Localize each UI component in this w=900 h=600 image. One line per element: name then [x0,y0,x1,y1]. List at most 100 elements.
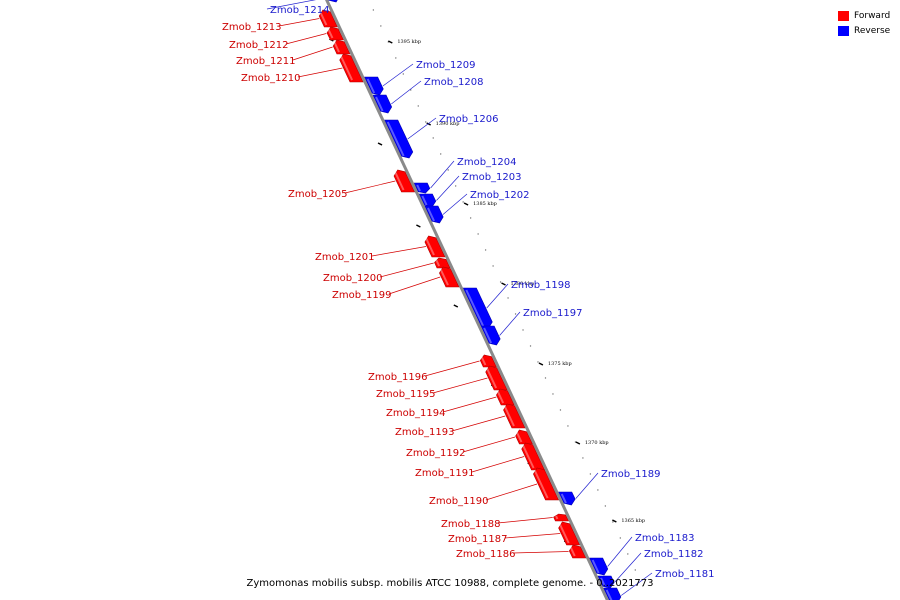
gene-arrow-zmob-1212[interactable] [326,26,344,41]
gene-label-zmob-1200[interactable]: Zmob_1200 [323,273,383,284]
gene-label-zmob-1183[interactable]: Zmob_1183 [635,533,695,544]
gene-highlight [327,28,334,39]
gene-label-zmob-1212[interactable]: Zmob_1212 [229,40,289,51]
gene-highlight [560,493,567,504]
gene-label-zmob-1196[interactable]: Zmob_1196 [368,372,428,383]
gene-arrow-zmob-1204[interactable] [413,182,431,194]
gene-leader-line [407,117,437,140]
gene-leader-line [486,283,509,309]
gene-label-zmob-1181[interactable]: Zmob_1181 [655,569,715,580]
gene-label-zmob-1192[interactable]: Zmob_1192 [406,448,466,459]
gene-arrow-zmob-1188[interactable] [553,513,569,522]
gene-highlight [515,431,523,443]
gene-arrow-zmob-1191[interactable] [521,442,545,471]
gene-arrow-zmob-1201[interactable] [424,235,446,258]
gene-arrow-zmob-1213[interactable] [318,9,338,28]
gene-leader-line [266,0,317,10]
gene-arrow-zmob-1203[interactable] [418,193,437,208]
gene-label-zmob-1188[interactable]: Zmob_1188 [441,519,501,530]
gene-highlight [421,195,428,206]
gene-arrow-zmob-1195[interactable] [485,365,508,391]
gene-arrow-zmob-1194[interactable] [496,388,515,406]
gene-arrow-zmob-1210[interactable] [339,53,364,83]
gene-label-zmob-1182[interactable]: Zmob_1182 [644,549,704,560]
forward-swatch [838,10,849,21]
gene-arrow-zmob-1202[interactable] [424,205,444,224]
gene-arrow-zmob-1206[interactable] [384,119,414,159]
gene-arrow-zmob-1187[interactable] [558,521,581,546]
gene-leader-line [607,536,633,567]
gene-arrow-zmob-1197[interactable] [480,325,501,346]
gene-label-zmob-1210[interactable]: Zmob_1210 [241,73,301,84]
gene-arrow-zmob-1211[interactable] [332,39,351,55]
gene-arrow-zmob-1189[interactable] [558,491,576,506]
gene-highlight [394,171,405,191]
gene-label-zmob-1211[interactable]: Zmob_1211 [236,56,296,67]
ruler-minor-tick [440,153,442,155]
gene-label-zmob-1206[interactable]: Zmob_1206 [439,114,499,125]
gene-leader-line [499,311,521,336]
gene-arrow-zmob-1209[interactable] [364,76,384,96]
gene-label-zmob-1208[interactable]: Zmob_1208 [424,77,484,88]
gene-arrow-zmob-1208[interactable] [372,94,393,114]
gene-arrow-zmob-1214[interactable] [323,0,340,3]
ruler-minor-tick [469,217,472,219]
ruler-minor-tick [507,297,509,299]
legend: Forward Reverse [838,8,898,38]
gene-arrow-zmob-1192[interactable] [515,429,533,445]
gene-label-zmob-1203[interactable]: Zmob_1203 [462,172,522,183]
gene-label-zmob-1199[interactable]: Zmob_1199 [332,290,392,301]
gene-highlight [485,367,498,389]
gene-label-zmob-1193[interactable]: Zmob_1193 [395,427,455,438]
gene-label-zmob-1204[interactable]: Zmob_1204 [457,157,517,168]
gene-highlight [333,41,340,53]
ruler-label: 1365 kbp [621,518,645,524]
gene-arrow-zmob-1190[interactable] [533,467,559,501]
gene-leader-line [344,180,396,194]
gene-arrow-zmob-1193[interactable] [503,403,526,429]
gene-arrow-zmob-1183[interactable] [589,557,609,576]
ruler-major-tick [501,282,506,286]
ruler-label: 1370 kbp [585,440,609,446]
gene-arrow-zmob-1198[interactable] [462,287,493,329]
gene-label-zmob-1194[interactable]: Zmob_1194 [386,408,446,419]
gene-label-zmob-1186[interactable]: Zmob_1186 [456,549,516,560]
ruler-minor-tick [597,489,599,491]
gene-leader-line [471,456,525,473]
gene-arrow-zmob-1181[interactable] [603,587,622,600]
gene-highlight [558,523,570,544]
gene-leader-line [497,517,553,524]
gene-highlight [483,327,493,344]
gene-highlight [480,356,487,366]
gene-label-zmob-1213[interactable]: Zmob_1213 [222,22,282,33]
gene-label-zmob-1201[interactable]: Zmob_1201 [315,252,375,263]
gene-label-zmob-1190[interactable]: Zmob_1190 [429,496,489,507]
gene-label-zmob-1205[interactable]: Zmob_1205 [288,189,348,200]
gene-highlight [439,268,449,286]
gene-leader-line [297,67,343,78]
gene-label-zmob-1202[interactable]: Zmob_1202 [470,190,530,201]
gene-label-zmob-1191[interactable]: Zmob_1191 [415,468,475,479]
gene-label-zmob-1198[interactable]: Zmob_1198 [511,280,571,291]
gene-highlight [591,559,600,574]
ruler-label: 1385 kbp [473,201,497,207]
gene-leader-line [462,436,516,453]
gene-label-zmob-1189[interactable]: Zmob_1189 [601,469,661,480]
gene-label-zmob-1214[interactable]: Zmob_1214 [270,5,330,16]
gene-highlight [605,589,613,600]
ruler-minor-tick [492,265,494,267]
ruler-minor-tick [552,393,554,395]
gene-arrow-zmob-1182[interactable] [597,575,615,589]
gene-label-zmob-1209[interactable]: Zmob_1209 [416,60,476,71]
gene-label-zmob-1195[interactable]: Zmob_1195 [376,389,436,400]
ruler-major-tick [575,441,581,445]
gene-arrow-zmob-1186[interactable] [568,544,587,559]
gene-arrow-zmob-1196[interactable] [479,354,497,368]
gene-label-zmob-1197[interactable]: Zmob_1197 [523,308,583,319]
gene-arrow-zmob-1199[interactable] [439,266,460,288]
gene-highlight [319,11,328,26]
gene-label-zmob-1187[interactable]: Zmob_1187 [448,534,508,545]
gene-leader-line [621,572,653,596]
gene-arrow-zmob-1200[interactable] [434,257,451,269]
gene-arrow-zmob-1205[interactable] [393,169,415,193]
